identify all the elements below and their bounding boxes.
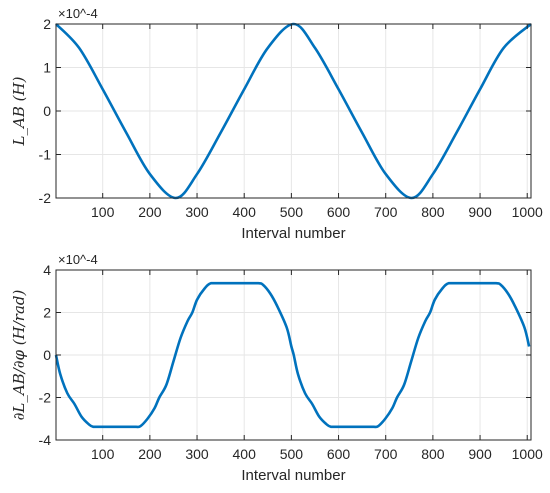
x-tick-label: 200 xyxy=(138,204,162,220)
x-tick-label: 700 xyxy=(374,204,398,220)
y-axis-label: ∂L_AB/∂φ (H/rad) xyxy=(10,290,28,421)
x-axis-label: Interval number xyxy=(241,467,345,484)
y-axis-label: L_AB (H) xyxy=(10,76,28,146)
x-tick-label: 400 xyxy=(233,446,257,462)
x-tick-labels: 100 200 300 400 500 600 700 800 900 1000 xyxy=(91,204,543,220)
x-tick-label: 1000 xyxy=(512,204,543,220)
x-tick-label: 900 xyxy=(468,204,492,220)
derivative-series-line xyxy=(54,281,531,429)
x-tick-label: 800 xyxy=(421,204,445,220)
x-tick-label: 300 xyxy=(185,446,209,462)
y-exponent-label: ×10^-4 xyxy=(58,252,98,267)
y-tick-label: 2 xyxy=(43,305,51,321)
x-tick-label: 100 xyxy=(91,204,115,220)
x-tick-label: 1000 xyxy=(512,446,543,462)
x-tick-labels: 100 200 300 400 500 600 700 800 900 1000 xyxy=(91,446,543,462)
y-tick-label: -2 xyxy=(39,190,52,206)
x-tick-label: 800 xyxy=(421,446,445,462)
y-tick-labels: -4 -2 0 2 4 xyxy=(39,262,52,448)
y-exponent-label: ×10^-4 xyxy=(58,6,98,21)
y-tick-label: 4 xyxy=(43,262,51,278)
tick-marks xyxy=(56,23,531,199)
x-tick-label: 500 xyxy=(280,446,304,462)
x-tick-label: 500 xyxy=(280,204,304,220)
x-tick-label: 300 xyxy=(185,204,209,220)
y-tick-label: -4 xyxy=(39,432,52,448)
y-tick-label: 0 xyxy=(43,347,51,363)
x-axis-label: Interval number xyxy=(241,225,345,242)
inductance-derivative-plot: 100 200 300 400 500 600 700 800 900 1000 -4-2024 … xyxy=(10,252,543,484)
x-tick-label: 600 xyxy=(327,446,351,462)
x-tick-label: 600 xyxy=(327,204,351,220)
y-tick-labels: -2 -1 0 1 2 xyxy=(39,16,52,206)
x-tick-label: 200 xyxy=(138,446,162,462)
x-tick-label: 700 xyxy=(374,446,398,462)
inductance-plot: 100 200 300 400 500 600 700 800 900 1000 -2-1012 … xyxy=(10,6,543,242)
y-tick-label: 0 xyxy=(43,103,51,119)
x-tick-label: 900 xyxy=(468,446,492,462)
tick-marks xyxy=(56,269,531,441)
x-tick-label: 400 xyxy=(233,204,257,220)
y-tick-label: 1 xyxy=(43,60,51,76)
y-tick-label: 2 xyxy=(43,16,51,32)
y-tick-label: -2 xyxy=(39,390,52,406)
y-tick-label: -1 xyxy=(39,147,52,163)
x-tick-label: 100 xyxy=(91,446,115,462)
